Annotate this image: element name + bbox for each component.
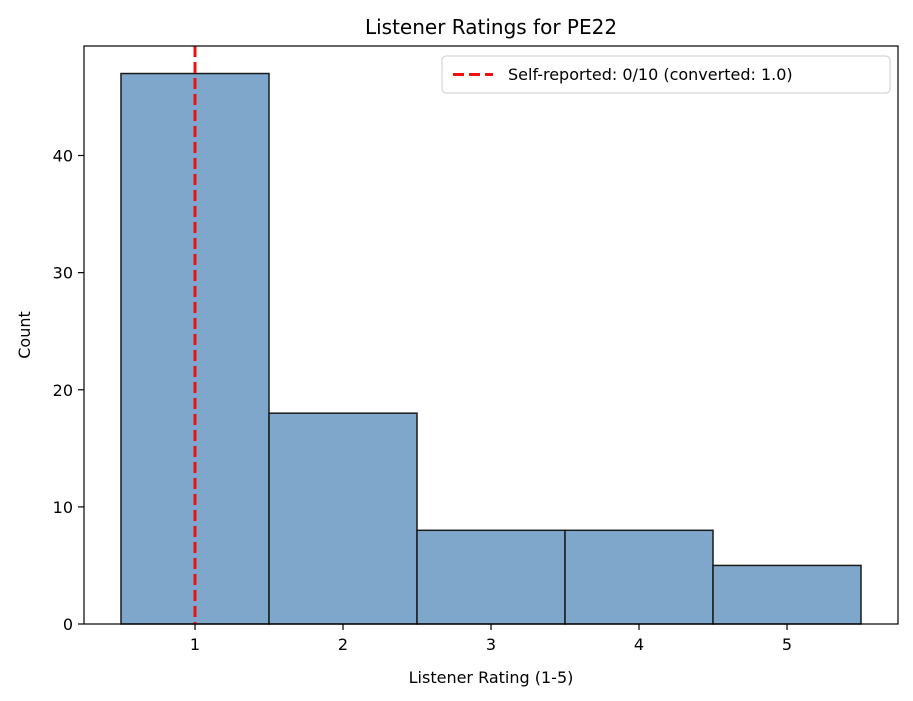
x-tick-label-1: 1 [190, 635, 200, 654]
x-tick-label-3: 3 [486, 635, 496, 654]
bar-3 [416, 529, 566, 625]
x-tick-label-5: 5 [782, 635, 792, 654]
x-tick-label-4: 4 [634, 635, 644, 654]
legend-label: Self-reported: 0/10 (converted: 1.0) [508, 65, 793, 84]
x-tick-label-2: 2 [338, 635, 348, 654]
bar-4 [564, 529, 714, 625]
bar-1 [120, 72, 270, 625]
legend-box [441, 55, 891, 94]
plot-area: 1 2 3 4 5 0 10 20 30 40 [53, 45, 899, 654]
y-tick-label-20: 20 [53, 381, 73, 400]
y-tick-label-30: 30 [53, 264, 73, 283]
bar-2 [268, 412, 418, 625]
y-tick-label-40: 40 [53, 147, 73, 166]
x-axis-label: Listener Rating (1-5) [409, 668, 574, 687]
y-axis-label: Count [15, 311, 34, 359]
y-tick-label-10: 10 [53, 498, 73, 517]
y-tick-label-0: 0 [63, 615, 73, 634]
bar-5 [712, 564, 862, 625]
chart-title: Listener Ratings for PE22 [365, 15, 617, 39]
legend: Self-reported: 0/10 (converted: 1.0) [441, 55, 891, 94]
